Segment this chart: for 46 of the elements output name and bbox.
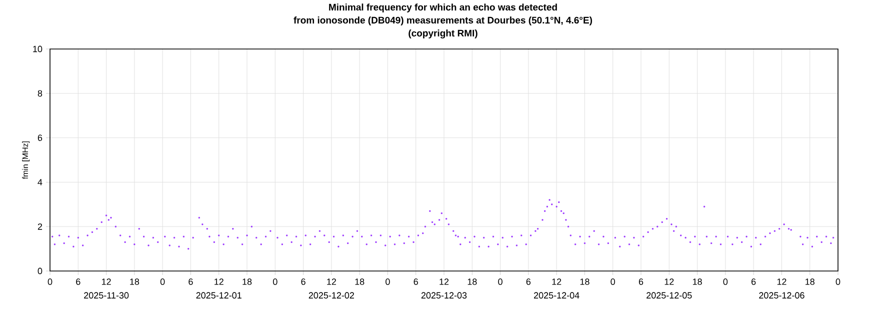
x-tick-label: 0 (723, 278, 728, 285)
x-tick-label: 6 (526, 278, 531, 285)
x-tick-label: 12 (440, 278, 449, 285)
x-tick-label: 18 (580, 278, 590, 285)
text: 2025-12-05 (646, 292, 692, 299)
x-tick-label: 0 (836, 278, 840, 285)
x-tick-label: 6 (752, 278, 756, 285)
x-tick-label: 18 (806, 278, 814, 285)
x-tick-label: 18 (468, 278, 477, 285)
x-tick-label: 6 (414, 278, 418, 285)
text: 2025-11-30 (84, 292, 129, 299)
x-tick-label: 18 (692, 278, 702, 285)
x-tick-label: 6 (638, 278, 644, 285)
y-tick-label: 10 (33, 46, 42, 52)
x-tick-label: 0 (48, 278, 52, 285)
x-tick-label: 18 (130, 278, 140, 285)
x-tick-label: 12 (777, 278, 786, 285)
x-tick-label: 6 (301, 278, 306, 285)
text: (copyright RMI) (408, 30, 478, 38)
x-tick-label: 12 (552, 278, 562, 285)
x-tick-label: 0 (498, 278, 502, 285)
text: 2025-12-04 (534, 292, 580, 299)
chart-title: Minimal frequency for which an echo was detected (329, 4, 557, 12)
x-tick-label: 0 (272, 278, 278, 285)
text: 2025-12-02 (308, 292, 354, 299)
y-axis-title: fmin [MHz] (22, 141, 30, 179)
y-tick-label: 0 (38, 268, 42, 274)
text: 2025-12-06 (759, 292, 804, 299)
x-tick-label: 0 (610, 278, 616, 285)
x-tick-label: 12 (102, 278, 111, 285)
x-tick-label: 6 (188, 278, 193, 285)
y-tick-label: 2 (38, 223, 42, 230)
text: 2025-12-03 (421, 292, 467, 299)
x-tick-label: 18 (242, 278, 252, 285)
y-tick-label: 6 (38, 134, 42, 141)
chart-subtitle: from ionosonde (DB049) measurements at Dourbes (50.1°N, 4.6°E) (294, 16, 592, 26)
x-tick-label: 0 (160, 278, 165, 285)
y-tick-label: 4 (38, 179, 42, 186)
x-tick-label: 6 (76, 278, 80, 285)
y-tick-label: 8 (38, 90, 42, 97)
x-tick-label: 12 (664, 278, 674, 285)
x-tick-label: 18 (355, 278, 364, 285)
text: 2025-12-01 (196, 292, 242, 299)
x-tick-label: 12 (327, 278, 336, 285)
x-tick-label: 0 (386, 278, 390, 285)
x-tick-label: 12 (214, 278, 224, 285)
